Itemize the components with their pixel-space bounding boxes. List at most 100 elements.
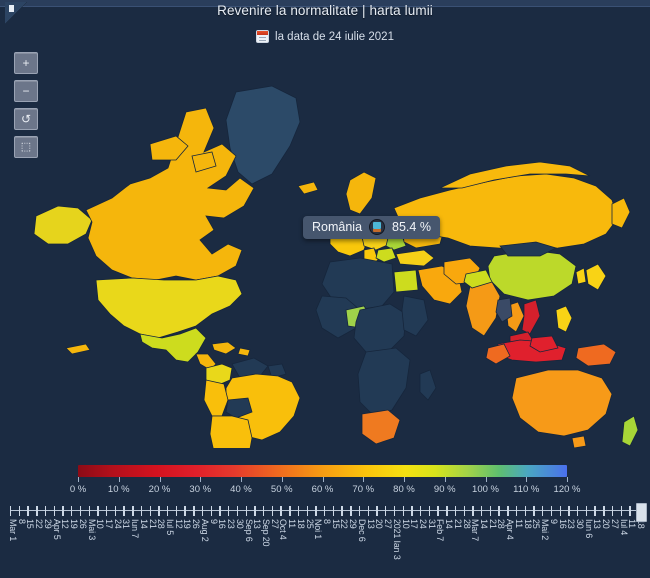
timeline-tick[interactable] (27, 506, 29, 516)
timeline-tick[interactable] (629, 506, 631, 516)
timeline-tick[interactable] (419, 506, 422, 516)
timeline-tick[interactable] (524, 506, 526, 516)
timeline-tick[interactable] (71, 506, 73, 516)
region-pakistan (463, 269, 493, 289)
subtitle-row: la data de 24 iulie 2021 (0, 30, 650, 43)
timeline-tick[interactable] (79, 506, 82, 516)
timeline-tick[interactable] (559, 506, 561, 516)
timeline-tick[interactable] (350, 506, 352, 516)
timeline-tick[interactable] (97, 506, 99, 516)
timeline-tick[interactable] (271, 506, 274, 516)
zoom-in-button[interactable]: + (14, 52, 38, 74)
timeline-tick[interactable] (358, 506, 361, 516)
timeline-tick[interactable] (280, 506, 282, 516)
timeline-tick[interactable] (402, 506, 404, 516)
timeline-tick[interactable] (611, 506, 614, 516)
timeline-tick[interactable] (489, 506, 492, 516)
timeline-tick[interactable] (201, 506, 204, 516)
region-canada-arctic (149, 135, 217, 173)
timeline-tick[interactable] (550, 506, 553, 516)
color-legend: 0 % 10 % 20 % 30 % 40 % 50 % 60 % 70 % 80 % 90 % 1… (70, 465, 580, 498)
timeline-tick[interactable] (533, 506, 535, 516)
timeline-tick[interactable] (446, 506, 448, 516)
reset-button[interactable]: ↺ (14, 108, 38, 130)
timeline-tick[interactable] (498, 506, 500, 516)
timeline-tick[interactable] (132, 506, 134, 516)
legend-tick (281, 477, 283, 482)
region-turkey (395, 249, 435, 267)
zoom-out-button[interactable]: − (14, 80, 38, 102)
timeline-slider[interactable]: Mar 1 8 15 22 29 Apr 5 12 19 26 Mai 3 10 17 24 31 Iun … (0, 503, 650, 578)
timeline-tick[interactable] (44, 506, 47, 516)
timeline-tick[interactable] (385, 506, 387, 516)
timeline-tick[interactable] (393, 506, 396, 516)
timeline-tick[interactable] (245, 506, 247, 516)
legend-tick (200, 477, 202, 482)
timeline-tick[interactable] (341, 506, 343, 516)
timeline-tick[interactable] (376, 506, 378, 516)
legend-tick-label: 50 % (270, 484, 293, 495)
timeline-tick[interactable] (306, 506, 308, 516)
timeline-tick[interactable] (228, 506, 230, 516)
timeline-tick[interactable] (62, 506, 64, 516)
timeline-tick[interactable] (262, 506, 265, 516)
timeline-tick[interactable] (193, 506, 195, 516)
region-madagascar-nodata (419, 369, 437, 401)
timeline-tick[interactable] (542, 506, 544, 516)
timeline-tick[interactable] (481, 506, 483, 516)
timeline-tick[interactable] (105, 506, 108, 516)
timeline-tick[interactable] (175, 506, 178, 516)
timeline-tick[interactable] (437, 506, 439, 516)
timeline-tick[interactable] (36, 506, 38, 516)
timeline-tick[interactable] (114, 506, 117, 516)
timeline-tick[interactable] (454, 506, 457, 516)
legend-tick (567, 477, 568, 482)
region-mongolia-nodata (499, 241, 558, 257)
timeline-tick[interactable] (167, 506, 169, 516)
timeline-tick[interactable] (568, 506, 570, 516)
timeline-tick[interactable] (507, 506, 509, 516)
tooltip-value: 85.4 % (392, 220, 431, 234)
timeline-tick[interactable] (411, 506, 413, 516)
region-greenland (225, 85, 301, 185)
timeline-tick[interactable] (315, 506, 317, 516)
timeline-tick[interactable] (472, 506, 474, 516)
timeline-tick[interactable] (297, 506, 300, 516)
timeline-tick[interactable] (324, 506, 326, 516)
region-korea-japan (575, 263, 607, 291)
fit-button[interactable]: ⬚ (14, 136, 38, 158)
timeline-tick[interactable] (367, 506, 369, 516)
timeline-tick[interactable] (594, 506, 596, 516)
timeline-tick[interactable] (149, 506, 151, 516)
timeline-tick[interactable] (10, 506, 12, 516)
timeline-tick[interactable] (332, 506, 335, 516)
timeline-tick[interactable] (18, 506, 21, 516)
timeline-tick[interactable] (210, 506, 212, 516)
timeline-handle[interactable] (636, 503, 647, 522)
timeline-tick[interactable] (88, 506, 90, 516)
world-map[interactable] (0, 48, 650, 448)
timeline-tick[interactable] (184, 506, 186, 516)
timeline-tick[interactable] (236, 506, 239, 516)
timeline-tick[interactable] (576, 506, 579, 516)
timeline-tick[interactable] (620, 506, 622, 516)
timeline-tick[interactable] (140, 506, 143, 516)
timeline-tick[interactable] (428, 506, 431, 516)
timeline-tick[interactable] (463, 506, 465, 516)
page-title: Revenire la normalitate | harta lumii (217, 3, 433, 18)
timeline-tick[interactable] (123, 506, 125, 516)
timeline-tick[interactable] (603, 506, 605, 516)
timeline-tick[interactable] (158, 506, 160, 516)
timeline-tick[interactable] (289, 506, 291, 516)
timeline-tick[interactable] (254, 506, 256, 516)
timeline-tick[interactable] (53, 506, 55, 516)
timeline-tick[interactable] (219, 506, 221, 516)
legend-tick-label: 20 % (148, 484, 171, 495)
legend-tick-label: 40 % (230, 484, 252, 495)
region-cuba (65, 343, 91, 355)
timeline-tick[interactable] (585, 506, 588, 516)
legend-tick-label: 30 % (189, 484, 212, 495)
timeline-tick[interactable] (515, 506, 518, 516)
legend-ticks (78, 477, 568, 484)
region-vietnam (521, 299, 541, 335)
